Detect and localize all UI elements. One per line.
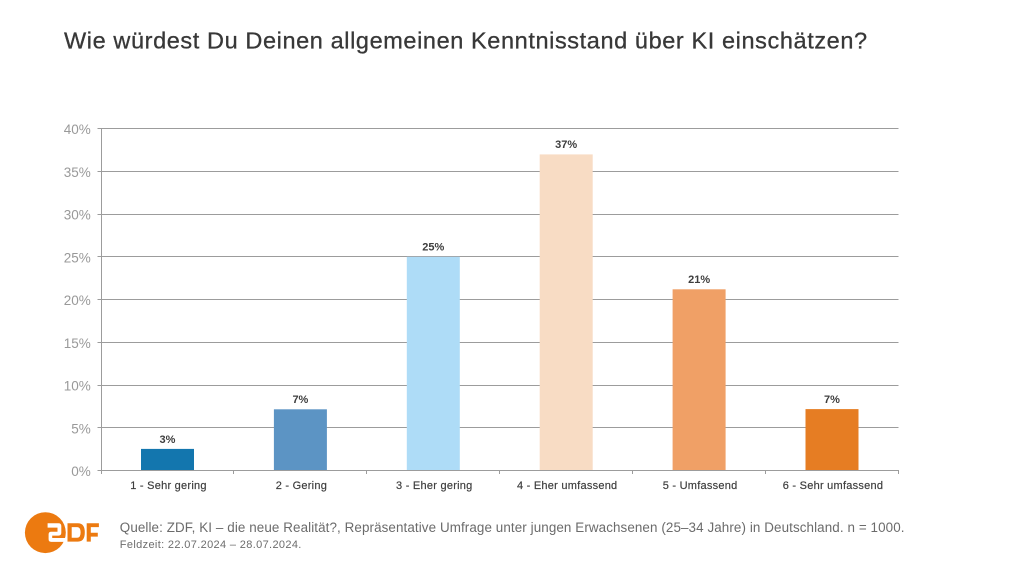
svg-text:40%: 40% — [64, 122, 91, 137]
svg-text:0%: 0% — [71, 464, 91, 479]
svg-text:4 - Eher umfassend: 4 - Eher umfassend — [517, 480, 618, 492]
svg-text:30%: 30% — [64, 208, 91, 223]
svg-text:15%: 15% — [64, 336, 91, 351]
svg-text:21%: 21% — [688, 274, 710, 286]
svg-text:Wie würdest Du Deinen allgemei: Wie würdest Du Deinen allgemeinen Kenntn… — [64, 28, 868, 54]
svg-text:Quelle: ZDF, KI – die neue Rea: Quelle: ZDF, KI – die neue Realität?, Re… — [120, 520, 905, 535]
svg-text:3%: 3% — [160, 434, 176, 446]
svg-text:35%: 35% — [64, 165, 91, 180]
svg-text:7%: 7% — [292, 394, 308, 406]
svg-text:7%: 7% — [824, 394, 840, 406]
svg-text:2 - Gering: 2 - Gering — [276, 480, 327, 492]
svg-text:Feldzeit: 22.07.2024 – 28.07.2: Feldzeit: 22.07.2024 – 28.07.2024. — [120, 539, 302, 551]
svg-text:5%: 5% — [71, 421, 91, 436]
svg-text:3 - Eher gering: 3 - Eher gering — [396, 480, 473, 492]
svg-text:5 - Umfassend: 5 - Umfassend — [663, 480, 738, 492]
svg-text:37%: 37% — [555, 139, 577, 151]
svg-text:25%: 25% — [64, 250, 91, 265]
svg-text:10%: 10% — [64, 379, 91, 394]
svg-text:25%: 25% — [422, 242, 444, 254]
svg-text:20%: 20% — [64, 293, 91, 308]
svg-text:6 - Sehr umfassend: 6 - Sehr umfassend — [783, 480, 884, 492]
svg-text:1 - Sehr gering: 1 - Sehr gering — [130, 480, 207, 492]
